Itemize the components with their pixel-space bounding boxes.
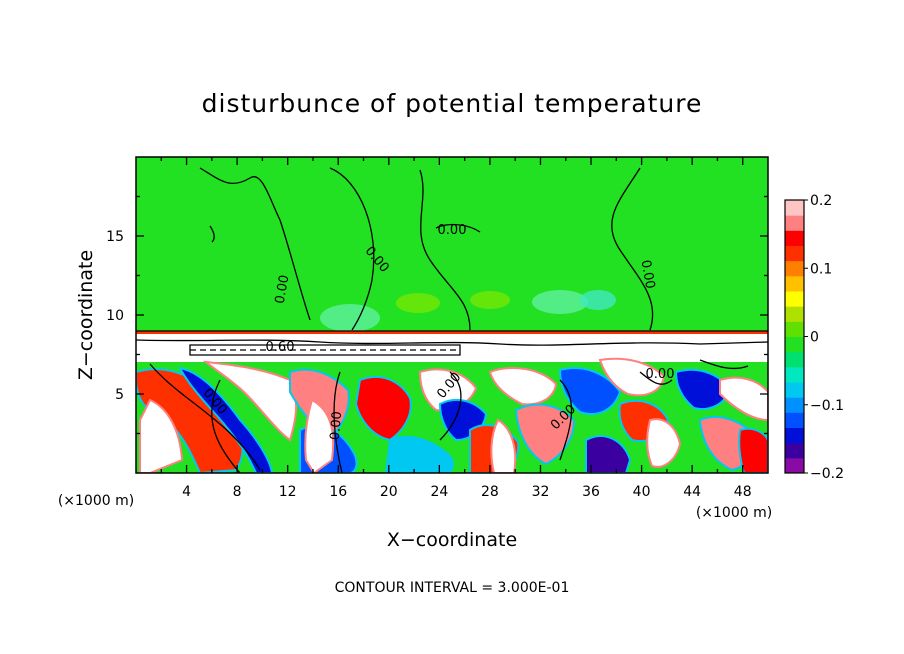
x-unit-label-right: (×1000 m)	[696, 505, 772, 521]
colorbar-swatch	[785, 397, 804, 413]
colorbar-swatch	[785, 230, 804, 246]
y-tick-label: 10	[106, 308, 124, 324]
eddy-region	[514, 403, 576, 466]
x-tick-label: 36	[582, 484, 600, 500]
contour-label: 0.00	[638, 259, 658, 290]
x-tick-label: 4	[182, 484, 191, 500]
eddy-region	[646, 418, 682, 468]
colorbar-tick-label: 0.2	[810, 193, 832, 209]
colorbar-swatch	[785, 336, 804, 353]
x-tick-label: 28	[481, 484, 499, 500]
colorbar-swatch	[785, 442, 804, 459]
axis-ticks	[136, 157, 768, 473]
x-tick-label: 16	[329, 484, 347, 500]
contour-label: 0.60	[266, 340, 295, 355]
y-tick-label: 5	[115, 387, 124, 403]
contour-line	[611, 167, 654, 331]
contour-line	[439, 371, 462, 441]
upper-cyan-patch	[532, 290, 588, 314]
x-axis-title: X−coordinate	[387, 529, 517, 551]
contour-line	[149, 363, 261, 471]
eddy-region	[202, 360, 297, 442]
upper-yellow-patch	[470, 291, 510, 309]
contour-line	[699, 359, 749, 370]
eddy-region	[139, 398, 184, 473]
colorbar-swatch	[785, 382, 804, 398]
contour-interval-note: CONTOUR INTERVAL = 3.000E-01	[335, 580, 570, 596]
x-tick-label: 48	[734, 484, 752, 500]
eddy-region	[719, 376, 768, 422]
eddy-region	[674, 368, 732, 410]
interface-band-red	[136, 331, 768, 334]
contour-line	[639, 371, 673, 385]
contour-line	[209, 225, 215, 243]
x-tick-label: 32	[532, 484, 550, 500]
field-area	[136, 157, 768, 473]
contour-line	[559, 379, 573, 461]
contour-line	[136, 339, 768, 346]
contour-line	[435, 223, 481, 233]
colorbar-swatch	[785, 291, 804, 307]
colorbar-tick-label: −0.1	[810, 398, 844, 414]
eddy-structures	[136, 357, 768, 473]
eddy-region	[558, 367, 622, 415]
colorbar-tick-label: −0.2	[810, 466, 844, 482]
upper-cyan-patch	[320, 304, 380, 332]
upper-yellow-patch	[396, 293, 440, 313]
upper-layer-fill	[136, 157, 768, 337]
x-tick-label: 24	[430, 484, 448, 500]
eddy-region	[354, 375, 412, 442]
colorbar-tick-label: 0	[810, 330, 819, 346]
x-tick-label: 44	[683, 484, 701, 500]
x-tick-label: 20	[380, 484, 398, 500]
contour-line	[329, 167, 375, 331]
contour-line	[199, 167, 311, 321]
y-tick-label: 15	[106, 229, 124, 245]
eddy-region	[178, 366, 274, 473]
colorbar-swatch	[785, 366, 804, 383]
colorbar-swatch	[785, 200, 804, 216]
contour-label: 0.00	[646, 367, 675, 382]
colorbar-swatch	[785, 260, 804, 277]
colorbar-swatch	[785, 215, 804, 231]
colorbar-swatch	[785, 351, 804, 368]
x-unit-label-left: (×1000 m)	[58, 493, 134, 509]
upper-cyan-patch	[580, 290, 616, 310]
eddy-region	[598, 357, 666, 397]
chart-title: disturbunce of potential temperature	[202, 89, 703, 118]
colorbar-swatch	[785, 321, 804, 337]
contour-line	[189, 344, 461, 356]
colorbar-tick-label: 0.1	[810, 261, 832, 277]
x-tick-label: 12	[279, 484, 297, 500]
colorbar-swatch	[785, 306, 804, 322]
colorbar-swatch	[785, 427, 804, 444]
eddy-region	[488, 367, 558, 406]
colorbar-swatch	[785, 245, 804, 262]
contour-lines	[136, 167, 768, 473]
colorbar-ticks: 0.2 0.1 0 −0.1 −0.2	[804, 193, 844, 482]
x-tick-label: 40	[633, 484, 651, 500]
interface-band-white	[136, 334, 768, 362]
colorbar-swatch	[785, 412, 804, 428]
contour-label: 0.00	[328, 411, 345, 441]
colorbar-swatch	[785, 275, 804, 292]
contour-label: 0.00	[438, 223, 467, 238]
contour-line	[419, 169, 471, 331]
eddy-region	[585, 435, 632, 473]
eddy-region	[490, 418, 517, 473]
x-tick-label: 8	[233, 484, 242, 500]
contour-label: 0.00	[273, 274, 293, 305]
contour-line	[211, 379, 241, 473]
contour-line	[333, 371, 343, 473]
colorbar	[785, 200, 804, 474]
y-axis-title: Z−coordinate	[75, 250, 97, 380]
eddy-region	[304, 398, 335, 473]
colorbar-swatch	[785, 457, 804, 474]
eddy-region	[738, 427, 768, 473]
